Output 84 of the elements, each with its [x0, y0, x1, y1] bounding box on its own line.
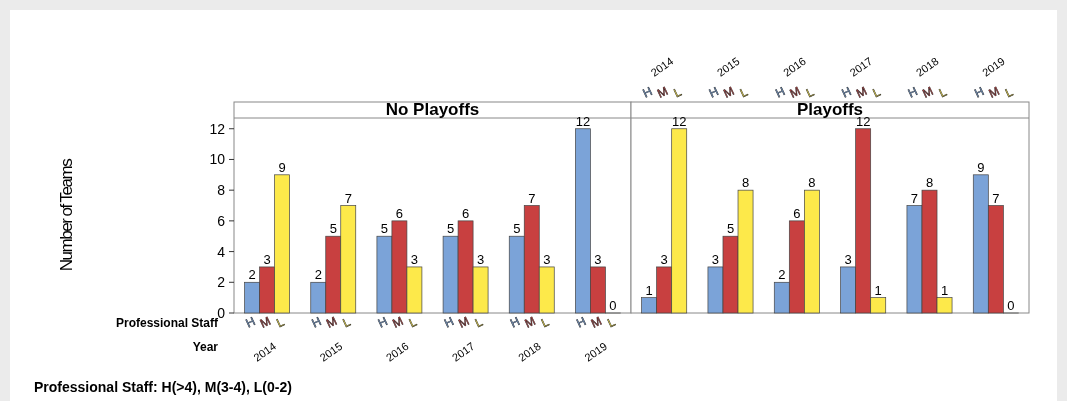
y-tick-label: 4: [217, 243, 226, 260]
text: L: [340, 314, 353, 331]
text: H: [243, 314, 258, 331]
text: M: [522, 313, 538, 331]
chart-title: Playoffs: [796, 100, 864, 119]
data-label: 7: [528, 190, 536, 206]
text: L: [870, 84, 883, 101]
text: H: [773, 84, 787, 101]
data-label: 3: [711, 251, 720, 267]
text: M: [853, 83, 869, 101]
data-label: 1: [940, 282, 949, 298]
text: H: [839, 84, 854, 101]
data-label: 8: [925, 175, 934, 191]
text: M: [588, 313, 604, 331]
text: Professional Staff: H(>4), M(3-4), L(0-2): [34, 379, 292, 395]
data-label: 6: [395, 205, 404, 221]
y-tick-label: 10: [209, 151, 226, 168]
y-tick-label: 2: [217, 274, 226, 291]
text: H: [706, 84, 721, 101]
data-label: 0: [1007, 298, 1015, 313]
data-label: 1: [874, 282, 882, 298]
text: L: [737, 84, 750, 101]
text: H: [905, 84, 920, 101]
data-label: 1: [645, 282, 653, 298]
text: M: [390, 313, 406, 331]
data-label: 2: [314, 267, 322, 283]
data-label: 3: [410, 251, 419, 267]
text: L: [671, 84, 684, 101]
text: H: [640, 84, 655, 101]
data-label: 0: [609, 298, 617, 313]
text: M: [920, 83, 936, 101]
text: M: [986, 83, 1002, 101]
text: M: [324, 313, 340, 331]
data-label: 9: [977, 159, 985, 175]
data-label: 8: [808, 175, 816, 191]
data-label: 5: [446, 221, 455, 237]
y-tick-label: 8: [217, 182, 226, 199]
text: L: [804, 84, 817, 101]
data-label: 7: [344, 190, 352, 206]
text: Professional Staff: [115, 316, 219, 330]
data-label: 3: [594, 251, 602, 267]
chart-title: No Playoffs: [385, 100, 480, 119]
text: H: [375, 314, 390, 331]
text: M: [787, 83, 803, 101]
text: M: [721, 83, 737, 101]
y-tick-label: 0: [217, 305, 226, 321]
x-axis-title: Year: [192, 340, 219, 354]
y-axis-title: Number of Teams: [57, 158, 76, 272]
data-label: 2: [248, 267, 256, 283]
text: H: [309, 314, 324, 331]
text: M: [456, 313, 472, 331]
text: M: [257, 313, 273, 331]
text: H: [972, 84, 986, 101]
text: H: [442, 314, 456, 331]
text: H: [574, 314, 589, 331]
data-label: 7: [910, 190, 919, 206]
data-label: 6: [461, 205, 470, 221]
text: L: [936, 84, 949, 101]
text: L: [605, 314, 618, 331]
text: L: [539, 314, 552, 331]
data-label: 9: [278, 159, 286, 175]
data-label: 6: [793, 205, 801, 221]
data-label: 3: [263, 251, 271, 267]
text: L: [406, 314, 419, 331]
data-label: 3: [543, 251, 551, 267]
data-label: 3: [844, 251, 852, 267]
data-label: 5: [329, 221, 337, 237]
data-label: 7: [992, 190, 1000, 206]
data-label: 5: [726, 221, 735, 237]
data-label: 2: [778, 267, 786, 283]
data-label: 5: [380, 221, 389, 237]
text: M: [654, 83, 670, 101]
text: L: [274, 314, 287, 331]
text: H: [508, 314, 522, 331]
text: L: [1003, 84, 1016, 101]
data-label: 8: [741, 175, 750, 191]
data-label: 12: [575, 113, 591, 129]
data-label: 5: [513, 221, 521, 237]
data-label: 3: [660, 251, 668, 267]
y-tick-label: 12: [209, 120, 226, 137]
data-label: 3: [476, 251, 485, 267]
text: L: [472, 314, 485, 331]
y-tick-label: 6: [217, 212, 226, 229]
data-label: 12: [671, 113, 687, 129]
